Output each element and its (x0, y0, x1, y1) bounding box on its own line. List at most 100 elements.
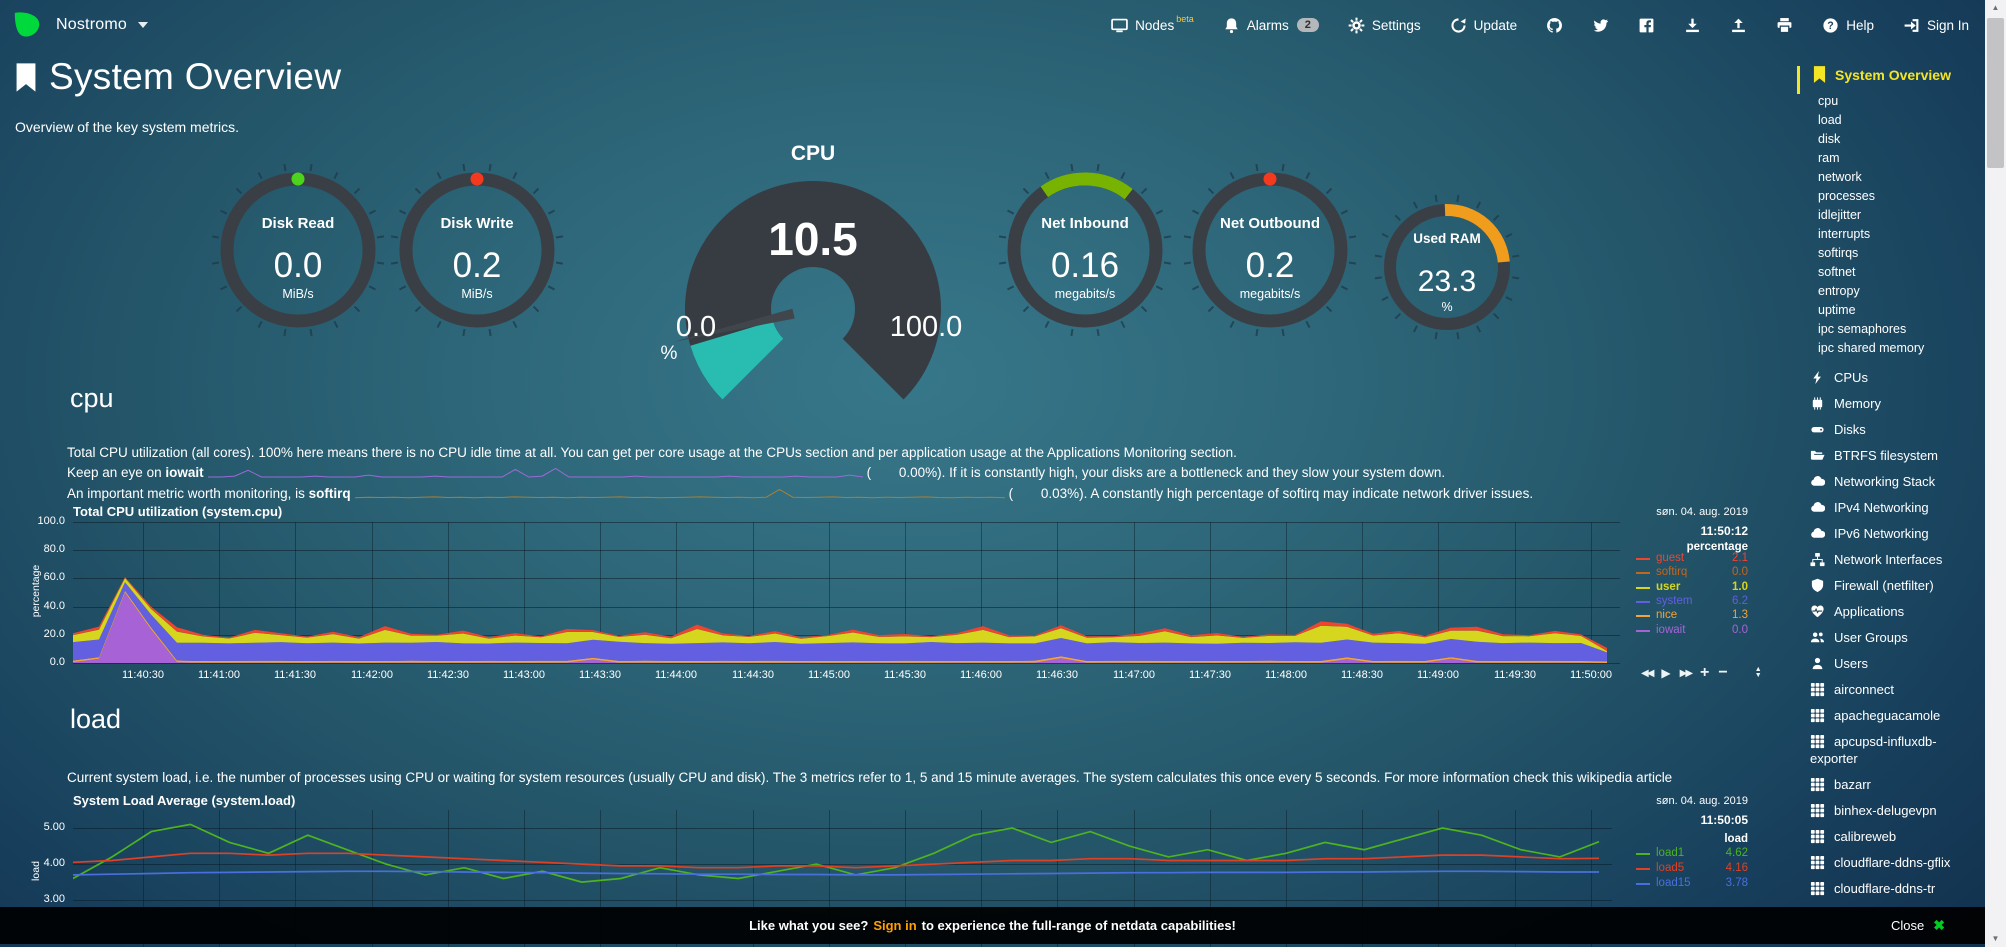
legend-row-load1[interactable]: load1 4.62 (1630, 847, 1748, 862)
navbar: Nostromo Nodes beta Alarms 2 Settings Update?… (0, 0, 1985, 50)
sidebar-subitem-interrupts[interactable]: interrupts (1818, 227, 1871, 241)
scrollbar-down-icon[interactable]: ▼ (1991, 934, 2000, 943)
sidebar-subitem-idlejitter[interactable]: idlejitter (1818, 208, 1862, 222)
nav-item-github[interactable] (1546, 17, 1563, 34)
sidebar-item-disks[interactable]: Disks (1810, 421, 1983, 438)
sidebar-subitem-load[interactable]: load (1818, 113, 1842, 127)
chart-canvas-cpu[interactable] (73, 522, 1620, 663)
sidebar-subitem-softirqs[interactable]: softirqs (1818, 246, 1859, 260)
sidebar-item-apcupsd-influxdb-exporter[interactable]: apcupsd-influxdb-exporter (1810, 733, 1983, 767)
sidebar-item-networking-stack[interactable]: Networking Stack (1810, 473, 1983, 490)
chevron-down-icon[interactable] (137, 22, 148, 28)
banner-text-suffix: to experience the full-range of netdata … (921, 918, 1236, 933)
nav-item-signin[interactable]: Sign In (1903, 17, 1969, 34)
legend-row-softirq[interactable]: softirq 0.0 (1630, 566, 1748, 580)
nav-label-signin: Sign In (1926, 17, 1969, 33)
grid-icon (1810, 881, 1825, 896)
sidebar-subitem-ipc-shared-memory[interactable]: ipc shared memory (1818, 341, 1925, 355)
x-tick-label: 11:47:00 (1112, 669, 1155, 681)
sidebar-item-firewall-netfilter-[interactable]: Firewall (netfilter) (1810, 577, 1983, 594)
load-description: Current system load, i.e. the number of … (67, 770, 1673, 785)
gridline-h (73, 522, 1620, 523)
legend-row-load5[interactable]: load5 4.16 (1630, 862, 1748, 877)
gauge-net-inbound[interactable]: Net Inbound 0.16 megabits/s (990, 155, 1180, 345)
nav-item-alarms[interactable]: Alarms 2 (1223, 17, 1319, 34)
signin-link[interactable]: Sign in (873, 918, 917, 933)
gauge-disk-read[interactable]: Disk Read 0.0 MiB/s (203, 155, 393, 345)
skip-backward-icon[interactable]: ◀◀ (1641, 667, 1654, 679)
nav-item-help[interactable]: ? Help (1822, 17, 1874, 34)
zoom-out-icon[interactable]: − (1718, 664, 1728, 681)
grid-icon (1810, 708, 1825, 723)
sidebar-item-apacheguacamole[interactable]: apacheguacamole (1810, 707, 1983, 724)
skip-forward-icon[interactable]: ▶▶ (1679, 667, 1693, 679)
play-icon[interactable]: ▶ (1661, 666, 1671, 680)
gridline-h (73, 900, 1612, 901)
sidebar-item-airconnect[interactable]: airconnect (1810, 681, 1983, 698)
sidebar-item-binhex-delugevpn[interactable]: binhex-delugevpn (1810, 802, 1983, 819)
nav-item-nodes[interactable]: Nodes beta (1111, 14, 1194, 34)
chart-title: System Load Average (system.load) (73, 793, 296, 808)
sidebar-subitem-cpu[interactable]: cpu (1818, 94, 1839, 108)
page-scrollbar[interactable]: ▲ ▼ (1985, 0, 2006, 947)
nav-item-print[interactable] (1776, 17, 1793, 34)
scrollbar-thumb[interactable] (1987, 18, 2004, 168)
nav-item-settings[interactable]: Settings (1348, 17, 1421, 34)
gridline-v (219, 522, 220, 663)
sidebar-item-label: IPv6 Networking (1834, 526, 1929, 541)
legend-row-guest[interactable]: guest 2.1 (1630, 552, 1748, 566)
legend-row-nice[interactable]: nice 1.3 (1630, 609, 1748, 623)
gauge-cpu-speedometer[interactable]: CPU 10.5 0.0 100.0% (661, 142, 963, 459)
x-tick-label: 11:41:30 (273, 669, 316, 681)
sidebar-item-users[interactable]: Users (1810, 655, 1983, 672)
sidebar-sections: CPUs Memory Disks BTRFS filesystem Networkin… (1810, 369, 1983, 897)
sidebar-subitem-disk[interactable]: disk (1818, 132, 1841, 146)
sidebar-item-ipv4-networking[interactable]: IPv4 Networking (1810, 499, 1983, 516)
legend-row-load15[interactable]: load15 3.78 (1630, 877, 1748, 892)
sidebar-item-ipv6-networking[interactable]: IPv6 Networking (1810, 525, 1983, 542)
sidebar-item-memory[interactable]: Memory (1810, 395, 1983, 412)
nav-label-nodes: Nodes (1135, 17, 1175, 33)
x-tick-label: 11:40:30 (121, 669, 164, 681)
sidebar-item-user-groups[interactable]: User Groups (1810, 629, 1983, 646)
sidebar-subitem-ipc-semaphores[interactable]: ipc semaphores (1818, 322, 1907, 336)
sidebar-item-applications[interactable]: Applications (1810, 603, 1983, 620)
sidebar-subitem-entropy[interactable]: entropy (1818, 284, 1860, 298)
nav-item-export-snapshot[interactable] (1684, 17, 1701, 34)
sidebar-item-btrfs-filesystem[interactable]: BTRFS filesystem (1810, 447, 1983, 464)
sidebar-item-network-interfaces[interactable]: Network Interfaces (1810, 551, 1983, 568)
sidebar-subitem-softnet[interactable]: softnet (1818, 265, 1856, 279)
netdata-logo[interactable] (12, 10, 42, 40)
gauge-used-ram[interactable]: Used RAM 23.3% (1362, 182, 1532, 352)
sidebar-subitem-ram[interactable]: ram (1818, 151, 1840, 165)
sidebar-subitem-uptime[interactable]: uptime (1818, 303, 1856, 317)
sidebar-item-bazarr[interactable]: bazarr (1810, 776, 1983, 793)
sidebar-subitem-network[interactable]: network (1818, 170, 1862, 184)
resize-handle-icon[interactable]: ▲ ▼ (1754, 666, 1762, 679)
sidebar-item-calibreweb[interactable]: calibreweb (1810, 828, 1983, 845)
sidebar-item-cloudflare-ddns-gflix[interactable]: cloudflare-ddns-gflix (1810, 854, 1983, 871)
nav-item-update[interactable]: Update (1450, 17, 1517, 34)
legend-row-iowait[interactable]: iowait 0.0 (1630, 624, 1748, 638)
legend-row-user[interactable]: user 1.0 (1630, 581, 1748, 595)
close-label[interactable]: Close (1891, 918, 1925, 933)
softirq-sparkline[interactable] (354, 486, 1005, 506)
zoom-in-icon[interactable]: + (1700, 664, 1710, 681)
sidebar-item-cloudflare-ddns-tr[interactable]: cloudflare-ddns-tr (1810, 880, 1983, 897)
gridline-v (753, 810, 754, 947)
gauge-net-outbound[interactable]: Net Outbound 0.2 megabits/s (1175, 155, 1365, 345)
chart-canvas-load[interactable] (72, 810, 1612, 947)
sidebar-item-system-overview[interactable]: System Overview (1813, 66, 1983, 83)
sidebar-subitem-processes[interactable]: processes (1818, 189, 1875, 203)
nav-item-twitter[interactable] (1592, 17, 1609, 34)
iowait-sparkline[interactable] (207, 465, 863, 485)
x-tick-label: 11:45:30 (883, 669, 926, 681)
nav-item-facebook[interactable] (1638, 17, 1655, 34)
scrollbar-up-icon[interactable]: ▲ (1991, 3, 2000, 12)
legend-row-system[interactable]: system 6.2 (1630, 595, 1748, 609)
sidebar-item-cpus[interactable]: CPUs (1810, 369, 1983, 386)
nav-item-import-snapshot[interactable] (1730, 17, 1747, 34)
close-icon[interactable]: ✖ (1933, 917, 1945, 933)
hostname-menu[interactable]: Nostromo (56, 16, 127, 33)
gauge-disk-write[interactable]: Disk Write 0.2 MiB/s (382, 155, 572, 345)
